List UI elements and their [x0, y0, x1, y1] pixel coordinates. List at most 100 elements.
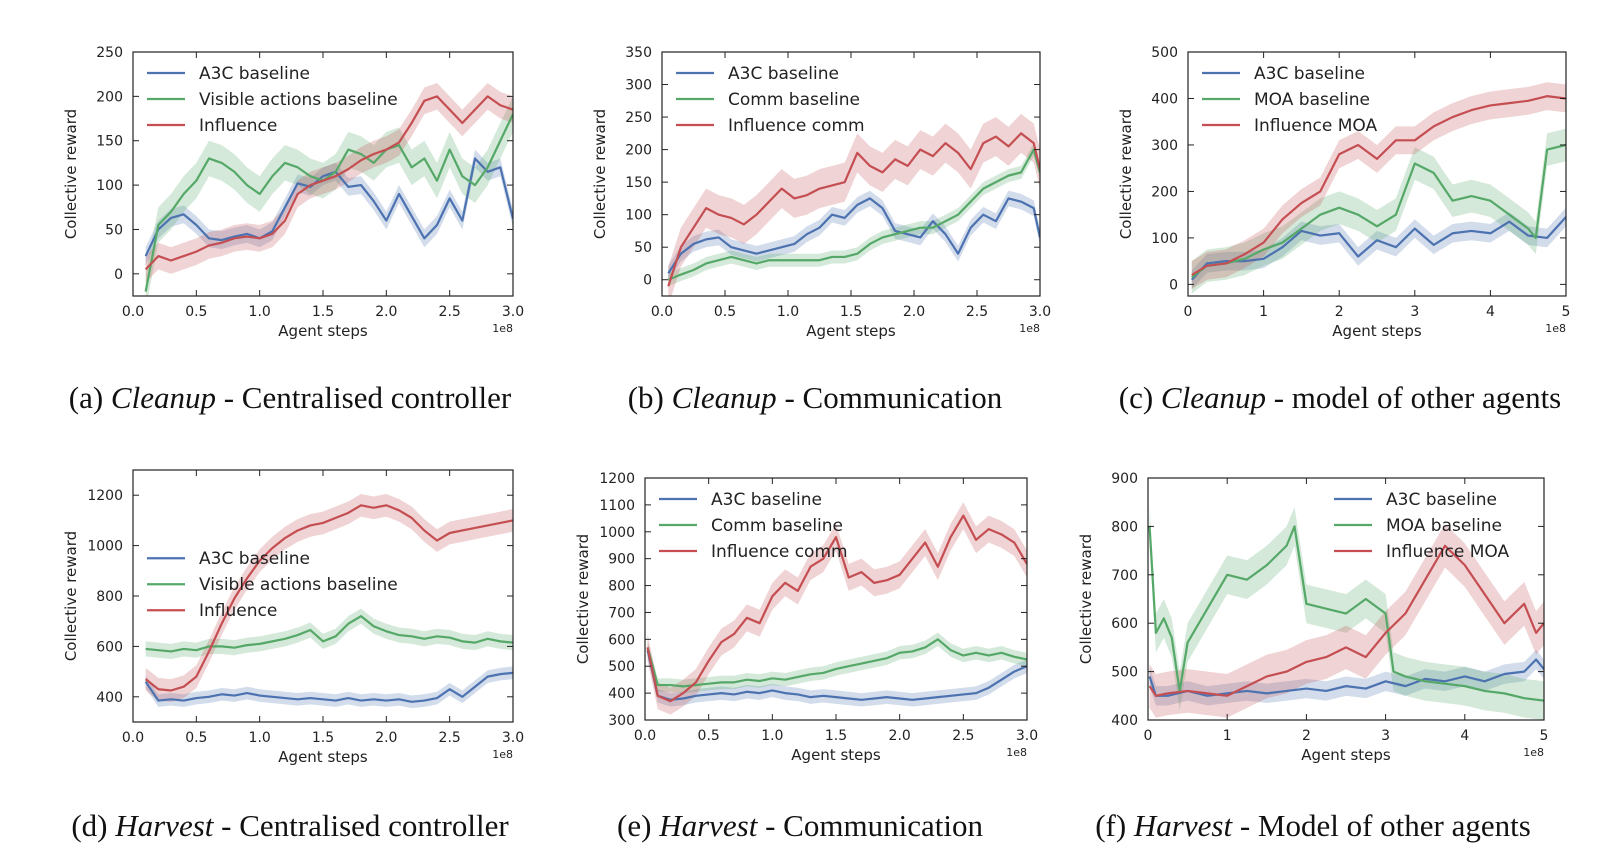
series-band-2: [1191, 82, 1566, 290]
series-band-0: [647, 643, 1027, 707]
y-tick-label: 0: [114, 267, 123, 283]
series-line-2: [1148, 544, 1544, 697]
y-axis-label: Collective reward: [591, 109, 609, 239]
series-line-2: [144, 504, 513, 692]
legend-label-2: Influence: [199, 116, 277, 136]
y-tick-label: 100: [1151, 231, 1178, 247]
plot-area: [667, 113, 1040, 296]
series-band-1: [668, 143, 1040, 287]
series-line-0: [1148, 658, 1544, 697]
legend: A3C baseline Visible actions baseline Infl…: [147, 64, 398, 136]
y-tick-label: 150: [96, 134, 123, 150]
series-line-0: [667, 197, 1040, 274]
caption-prefix: (e): [617, 808, 659, 843]
x-multiplier: 1e8: [492, 748, 513, 761]
y-axis-label: Collective reward: [1117, 109, 1135, 239]
series-line-2: [1191, 95, 1566, 277]
y-tick-label: 1100: [599, 498, 635, 514]
y-tick-label: 900: [1111, 471, 1138, 487]
x-tick-label: 1.0: [249, 730, 271, 746]
x-multiplier: 1e8: [492, 322, 513, 335]
y-tick-label: 300: [608, 713, 635, 729]
x-tick-label: 2.5: [439, 730, 461, 746]
chart-panel-a: 0.0 0.5 1.0 1.5 2.0 2.5 3.0 0 50 100 150 200 250 Agen…: [62, 45, 524, 415]
caption-prefix: (a): [69, 380, 111, 415]
y-axis-label: Collective reward: [62, 109, 80, 239]
y-tick-label: 600: [96, 639, 123, 655]
x-axis-label: Agent steps: [1301, 746, 1391, 764]
y-tick-label: 900: [608, 552, 635, 568]
x-tick-label: 2.0: [375, 730, 397, 746]
caption-suffix: - Model of other agents: [1232, 808, 1531, 843]
x-tick-label: 5: [1562, 304, 1571, 320]
panel-caption: (f) Harvest - Model of other agents: [1095, 808, 1531, 843]
x-tick-label: 0.0: [651, 304, 673, 320]
x-tick-label: 0.5: [185, 304, 207, 320]
caption-suffix: - Communication: [757, 808, 983, 843]
x-tick-label: 0.5: [714, 304, 736, 320]
caption-suffix: - Centralised controller: [216, 380, 512, 415]
legend: A3C baseline Comm baseline Influence comm: [659, 490, 848, 562]
x-axis-label: Agent steps: [791, 746, 881, 764]
x-tick-label: 1.5: [840, 304, 862, 320]
x-axis-label: Agent steps: [806, 322, 896, 340]
series-line-2: [646, 514, 1027, 703]
x-tick-label: 0: [1144, 728, 1153, 744]
x-tick-label: 1.0: [777, 304, 799, 320]
y-tick-label: 600: [608, 632, 635, 648]
legend-label-2: Influence comm: [711, 542, 848, 562]
x-tick-label: 3.0: [502, 304, 524, 320]
y-tick-label: 1200: [87, 488, 123, 504]
x-tick-label: 0.0: [634, 728, 656, 744]
legend: A3C baseline Comm baseline Influence comm: [676, 64, 865, 136]
caption-suffix: - Communication: [777, 380, 1003, 415]
chart-panel-c: 0 1 2 3 4 5 0 100 200 300 400 500 Agent steps Collect…: [1117, 45, 1570, 415]
chart-panel-b: 0.0 0.5 1.0 1.5 2.0 2.5 3.0 0 50 100 150 200 250 300 3…: [591, 45, 1051, 415]
series-band-0: [1191, 207, 1566, 290]
x-tick-label: 1.5: [312, 304, 334, 320]
series-line-1: [646, 638, 1027, 688]
y-tick-label: 0: [643, 273, 652, 289]
x-tick-label: 5: [1540, 728, 1549, 744]
x-multiplier: 1e8: [1019, 322, 1040, 335]
legend: A3C baseline Visible actions baseline Infl…: [147, 549, 398, 621]
x-tick-label: 1.5: [312, 730, 334, 746]
x-axis-label: Agent steps: [1332, 322, 1422, 340]
caption-env: Harvest: [1133, 808, 1234, 843]
y-tick-label: 1000: [599, 525, 635, 541]
legend-label-0: A3C baseline: [199, 64, 310, 84]
legend-label-1: Visible actions baseline: [199, 90, 398, 110]
plot-frame: [1187, 51, 1567, 297]
y-tick-label: 300: [1151, 138, 1178, 154]
x-tick-label: 3: [1381, 728, 1390, 744]
y-tick-label: 200: [625, 143, 652, 159]
y-tick-label: 0: [1169, 277, 1178, 293]
caption-suffix: - model of other agents: [1266, 380, 1561, 415]
caption-env: Cleanup: [111, 380, 216, 415]
legend-label-2: Influence MOA: [1386, 542, 1509, 562]
x-tick-label: 1: [1223, 728, 1232, 744]
y-tick-label: 800: [1111, 519, 1138, 535]
series-band-0: [668, 190, 1040, 282]
y-tick-label: 250: [625, 110, 652, 126]
series-line-1: [144, 113, 513, 292]
x-tick-label: 3.0: [502, 730, 524, 746]
legend-label-1: Visible actions baseline: [199, 575, 398, 595]
caption-prefix: (f): [1095, 808, 1134, 843]
caption-env: Harvest: [658, 808, 759, 843]
legend-label-1: MOA baseline: [1254, 90, 1370, 110]
legend-label-2: Influence comm: [728, 116, 865, 136]
x-tick-label: 1.0: [249, 304, 271, 320]
panel-caption: (b) Cleanup - Communication: [628, 380, 1003, 415]
series-band-2: [668, 113, 1040, 296]
series-band-1: [647, 632, 1027, 694]
y-tick-label: 500: [1151, 45, 1178, 61]
legend-label-0: A3C baseline: [728, 64, 839, 84]
legend-label-0: A3C baseline: [711, 490, 822, 510]
chart-panel-e: 0.0 0.5 1.0 1.5 2.0 2.5 3.0 300 400 500 600 700 800 9…: [574, 471, 1038, 843]
x-tick-label: 0.5: [185, 730, 207, 746]
y-tick-label: 300: [625, 78, 652, 94]
plot-area: [1190, 82, 1566, 294]
x-tick-label: 3.0: [1029, 304, 1051, 320]
